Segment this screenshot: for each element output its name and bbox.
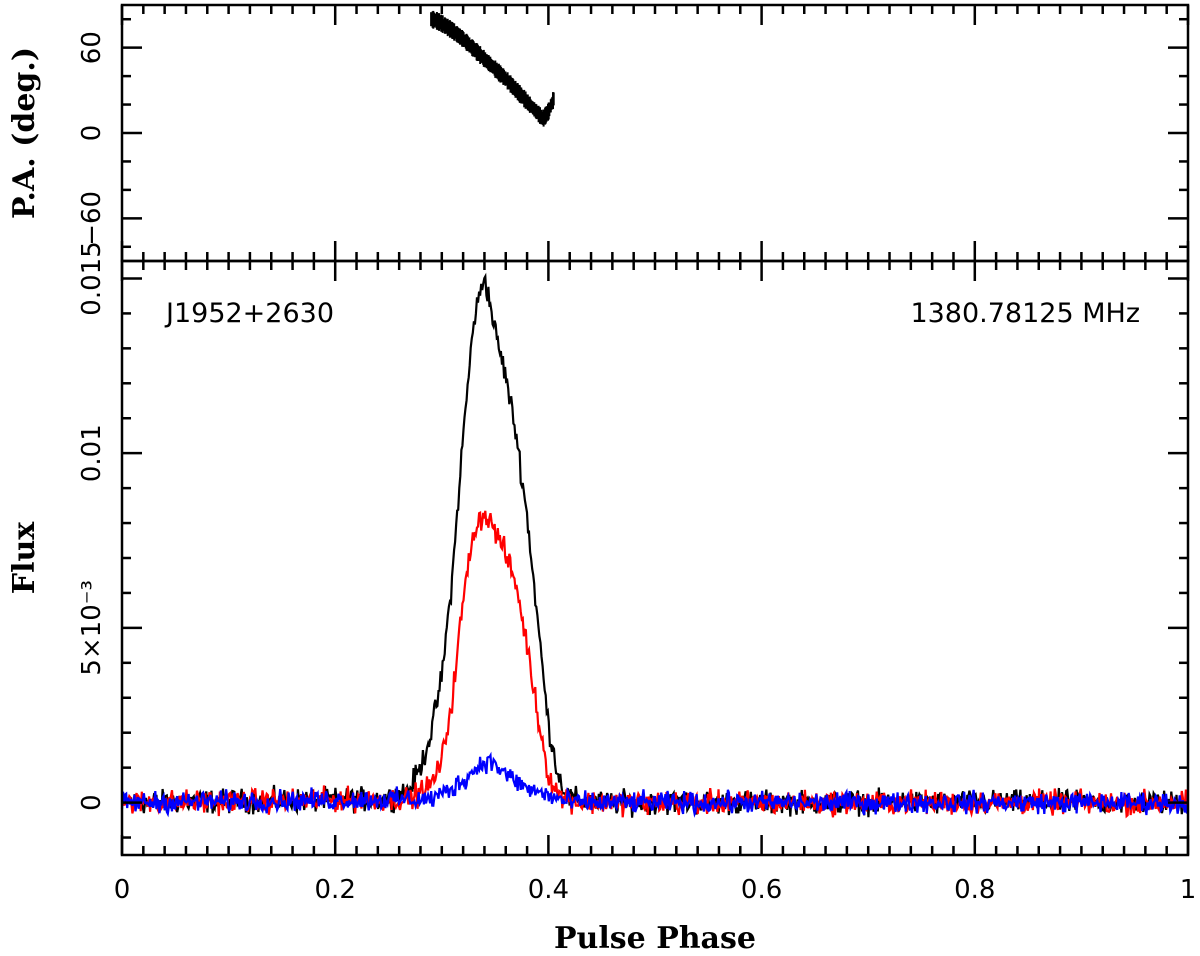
profile-series-2 [120, 751, 1190, 818]
profile-series-0 [120, 272, 1189, 818]
profile-panel: 0 0.2 0.4 0.6 0.8 1 0 5×10⁻³ 0.01 0.015 J1952+263… [7, 241, 1196, 956]
pa-y-tick-label: 60 [77, 31, 107, 64]
pa-y-tick-label: 0 [77, 125, 107, 142]
position-angle-points [430, 10, 555, 127]
flux-y-tick-label: 0.01 [77, 424, 107, 482]
profile-panel-frame [120, 259, 1190, 857]
profile-series [120, 272, 1190, 819]
source-name-label: J1952+2630 [164, 298, 334, 329]
position-angle-panel: −60 0 60 P.A. (deg.) [7, 3, 1190, 263]
profile-series-1 [121, 510, 1190, 819]
profile-ticks: 0 0.2 0.4 0.6 0.8 1 0 5×10⁻³ 0.01 0.015 [77, 241, 1196, 905]
flux-y-tick-label: 0.015 [77, 241, 107, 315]
phase-axis-label: Pulse Phase [554, 921, 756, 956]
x-tick-label: 0.4 [528, 875, 569, 905]
flux-y-tick-label: 5×10⁻³ [77, 580, 107, 676]
pa-axis-label: P.A. (deg.) [7, 47, 42, 219]
pa-ticks: −60 0 60 [77, 5, 1190, 261]
x-tick-label: 0.2 [315, 875, 356, 905]
x-tick-label: 0 [114, 875, 131, 905]
x-tick-label: 0.8 [954, 875, 995, 905]
pa-panel-frame [120, 3, 1190, 263]
pa-y-tick-label: −60 [77, 191, 107, 246]
flux-axis-label: Flux [7, 521, 42, 595]
frequency-label: 1380.78125 MHz [910, 298, 1140, 329]
x-tick-label: 0.6 [741, 875, 782, 905]
x-tick-label: 1 [1180, 875, 1197, 905]
flux-y-tick-label: 0 [77, 794, 107, 811]
